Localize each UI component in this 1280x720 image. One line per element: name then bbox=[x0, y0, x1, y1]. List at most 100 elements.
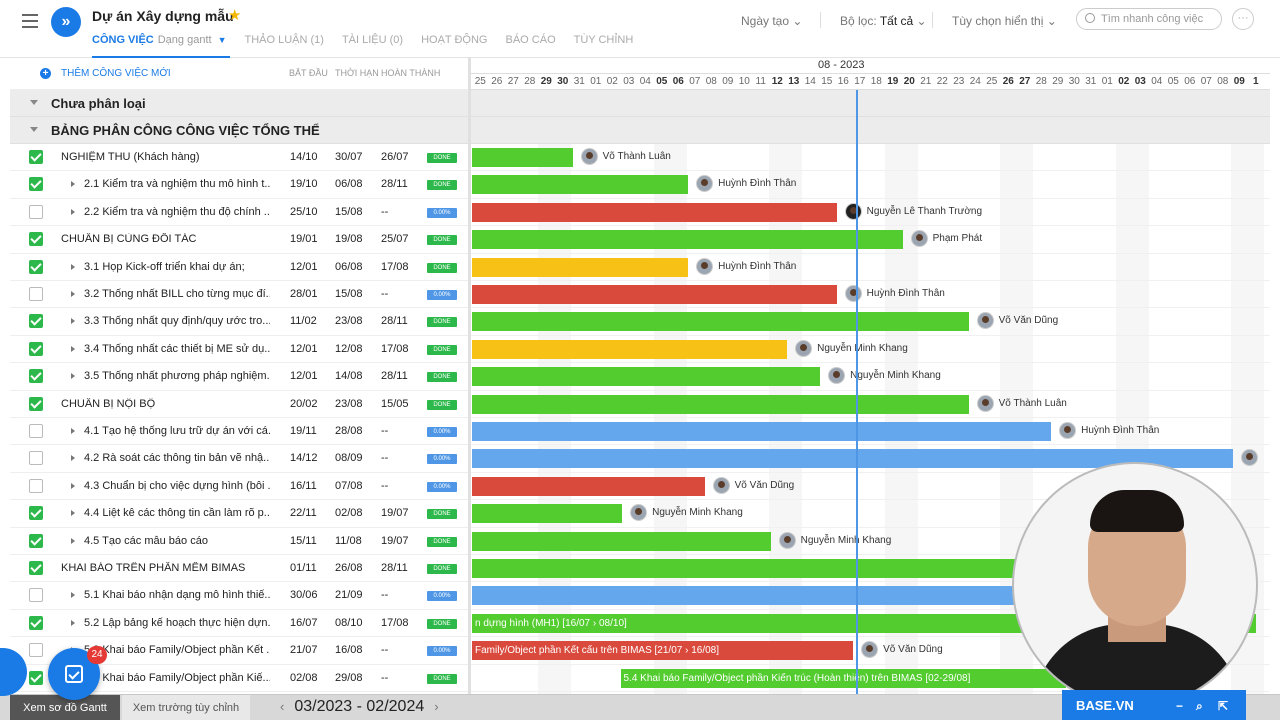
assignee[interactable]: Võ Văn Dũng bbox=[861, 641, 943, 659]
task-name[interactable]: 3.5 Thống nhất phương pháp nghiệm... bbox=[84, 370, 270, 383]
next-range-button[interactable]: › bbox=[434, 699, 439, 714]
assignee[interactable]: Huỳnh Đình Thân bbox=[696, 175, 796, 193]
task-name[interactable]: 4.1 Tạo hệ thống lưu trữ dự án với cá... bbox=[84, 425, 270, 437]
expand-arrow-icon[interactable] bbox=[71, 455, 75, 462]
task-name[interactable]: CHUẨN BỊ NỘI BỘ bbox=[61, 397, 156, 410]
task-checkbox[interactable] bbox=[29, 533, 43, 548]
task-name[interactable]: NGHIỆM THU (Khách hàng) bbox=[61, 151, 200, 163]
tab-customize[interactable]: TÙY CHỈNH bbox=[573, 34, 634, 46]
assignee[interactable]: Phạm Phát bbox=[910, 230, 982, 248]
task-name[interactable]: 2.1 Kiểm tra và nghiệm thu mô hình t... bbox=[84, 178, 270, 191]
assignee[interactable]: Võ Văn Dũng bbox=[712, 476, 794, 494]
assignee[interactable]: Nguyễn Lê Thanh Trường bbox=[844, 202, 982, 220]
assignee[interactable]: Nguyễn Minh Khang bbox=[795, 339, 908, 357]
task-row[interactable]: 5.4 Khai báo Family/Object phần Kiế... 02… bbox=[10, 665, 468, 692]
gantt-bar[interactable] bbox=[472, 586, 1017, 606]
task-checkbox[interactable] bbox=[29, 396, 43, 411]
expand-icon[interactable]: ⇱ bbox=[1218, 699, 1229, 713]
expand-arrow-icon[interactable] bbox=[71, 263, 75, 270]
expand-arrow-icon[interactable] bbox=[71, 345, 75, 352]
expand-arrow-icon[interactable] bbox=[71, 181, 75, 188]
assignee[interactable]: Nguyễn Minh Khang bbox=[630, 504, 743, 522]
task-name[interactable]: 3.2 Thống nhất BILL cho từng mục đí... bbox=[84, 288, 270, 300]
gantt-bar[interactable] bbox=[472, 449, 1233, 469]
expand-arrow-icon[interactable] bbox=[71, 592, 75, 599]
assignee[interactable]: Huỳnh Đình Thân bbox=[844, 285, 945, 302]
task-name[interactable]: 4.2 Rà soát các thông tin bản vẽ nhậ... bbox=[84, 452, 270, 465]
task-name[interactable]: 3.4 Thống nhất các thiết bị ME sử dụ... bbox=[84, 342, 270, 355]
task-checkbox[interactable] bbox=[29, 615, 43, 630]
gantt-bar[interactable] bbox=[472, 230, 903, 250]
task-checkbox[interactable] bbox=[29, 643, 43, 658]
task-row[interactable]: 4.5 Tạo các mẫu báo cáo 15/11 11/08 19/07 DO… bbox=[10, 528, 468, 555]
expand-arrow-icon[interactable] bbox=[71, 537, 75, 544]
assignee[interactable]: Võ Thành Luân bbox=[580, 148, 671, 165]
view-fields-button[interactable]: Xem trường tùy chỉnh bbox=[122, 695, 250, 720]
task-checkbox[interactable] bbox=[29, 369, 43, 384]
expand-arrow-icon[interactable] bbox=[71, 510, 75, 517]
view-gantt-button[interactable]: Xem sơ đồ Gantt bbox=[10, 695, 120, 720]
gantt-bar[interactable] bbox=[472, 422, 1052, 441]
task-name[interactable]: 4.3 Chuẩn bị cho việc dựng hình (bôi ... bbox=[84, 479, 270, 492]
gantt-bar[interactable] bbox=[472, 504, 623, 524]
task-row[interactable]: CHUẨN BỊ NỘI BỘ 20/02 23/08 15/05 DONE bbox=[10, 391, 468, 418]
task-checkbox[interactable] bbox=[29, 670, 43, 685]
task-checkbox[interactable] bbox=[29, 588, 43, 603]
task-name[interactable]: 5.4 Khai báo Family/Object phần Kiế... bbox=[84, 671, 270, 684]
prev-range-button[interactable]: ‹ bbox=[280, 699, 285, 714]
gantt-bar[interactable] bbox=[472, 394, 969, 414]
search-input[interactable]: Tìm nhanh công việc bbox=[1076, 8, 1222, 30]
task-row[interactable]: 4.4 Liệt kê các thông tin cần làm rõ p..… bbox=[10, 500, 468, 528]
tab-activity[interactable]: HOẠT ĐỘNG bbox=[421, 34, 488, 46]
task-row[interactable]: 4.2 Rà soát các thông tin bản vẽ nhậ... 1… bbox=[10, 445, 468, 473]
task-row[interactable]: 2.1 Kiểm tra và nghiệm thu mô hình t... 1… bbox=[10, 171, 468, 199]
collapse-icon[interactable] bbox=[30, 127, 38, 132]
collapse-icon[interactable] bbox=[30, 100, 38, 105]
expand-arrow-icon[interactable] bbox=[71, 291, 75, 297]
group-header[interactable]: Chưa phân loại bbox=[10, 90, 468, 117]
gantt-bar[interactable] bbox=[472, 285, 837, 304]
task-checkbox[interactable] bbox=[29, 451, 43, 466]
assignee[interactable]: Võ Văn Dũng bbox=[976, 312, 1058, 330]
favorite-star-icon[interactable]: ★ bbox=[228, 7, 242, 24]
task-row[interactable]: NGHIỆM THU (Khách hàng) 14/10 30/07 26/07 DO… bbox=[10, 144, 468, 172]
task-name[interactable]: 5.1 Khai báo nhận dạng mô hình thiế... bbox=[84, 589, 270, 602]
tab-discussion[interactable]: THẢO LUẬN (1) bbox=[244, 34, 324, 46]
task-row[interactable]: 3.2 Thống nhất BILL cho từng mục đí... 28… bbox=[10, 281, 468, 309]
gantt-bar[interactable] bbox=[472, 257, 689, 277]
task-name[interactable]: KHAI BÁO TRÊN PHẦN MỀM BIMAS bbox=[61, 562, 246, 574]
task-name[interactable]: 3.3 Thống nhất quy định/quy ước tro... bbox=[84, 315, 270, 328]
task-checkbox[interactable] bbox=[29, 287, 43, 301]
group-header[interactable]: BẢNG PHÂN CÔNG CÔNG VIỆC TỔNG THỂ bbox=[10, 117, 468, 144]
task-row[interactable]: 4.1 Tạo hệ thống lưu trữ dự án với cá...… bbox=[10, 418, 468, 446]
gantt-bar[interactable]: Family/Object phần Kết cấu trên BIMAS [2… bbox=[472, 641, 854, 661]
task-checkbox[interactable] bbox=[29, 259, 43, 274]
panel-splitter[interactable] bbox=[468, 58, 471, 694]
assignee[interactable]: Huỳnh Đình Thân bbox=[696, 257, 796, 275]
expand-arrow-icon[interactable] bbox=[71, 428, 75, 434]
minimize-icon[interactable]: − bbox=[1176, 699, 1184, 713]
assignee[interactable]: Nguyễn Minh Khang bbox=[828, 367, 941, 385]
gantt-bar[interactable] bbox=[472, 476, 705, 496]
task-row[interactable]: 3.1 Họp Kick-off triển khai dự án; 12/01 0… bbox=[10, 254, 468, 281]
gantt-bar[interactable] bbox=[472, 367, 821, 387]
task-name[interactable]: 4.5 Tạo các mẫu báo cáo bbox=[84, 534, 208, 547]
task-checkbox[interactable] bbox=[29, 561, 43, 575]
assignee[interactable]: Võ Thành Luân bbox=[976, 394, 1067, 412]
task-name[interactable]: 3.1 Họp Kick-off triển khai dự án; bbox=[84, 260, 245, 273]
expand-arrow-icon[interactable] bbox=[71, 482, 75, 489]
expand-arrow-icon[interactable] bbox=[71, 318, 75, 325]
task-checkbox[interactable] bbox=[29, 478, 43, 493]
assignee[interactable]: Huỳnh Đình Thân bbox=[1059, 422, 1159, 439]
gantt-bar[interactable] bbox=[472, 202, 837, 222]
task-checkbox[interactable] bbox=[29, 506, 43, 521]
gantt-bar[interactable] bbox=[472, 559, 1017, 578]
chevron-down-icon[interactable]: ▼ bbox=[217, 35, 227, 45]
task-name[interactable]: 5.3 Khai báo Family/Object phần Kết ... bbox=[84, 644, 270, 657]
task-checkbox[interactable] bbox=[29, 424, 43, 438]
task-row[interactable]: 2.2 Kiểm tra và nghiệm thu độ chính ... 2… bbox=[10, 199, 468, 227]
task-row[interactable]: 4.3 Chuẩn bị cho việc dựng hình (bôi ...… bbox=[10, 473, 468, 501]
task-row[interactable]: 5.1 Khai báo nhận dạng mô hình thiế... 30… bbox=[10, 582, 468, 610]
search-icon[interactable]: ⌕ bbox=[1196, 699, 1203, 713]
tab-documents[interactable]: TÀI LIỆU (0) bbox=[341, 34, 404, 46]
